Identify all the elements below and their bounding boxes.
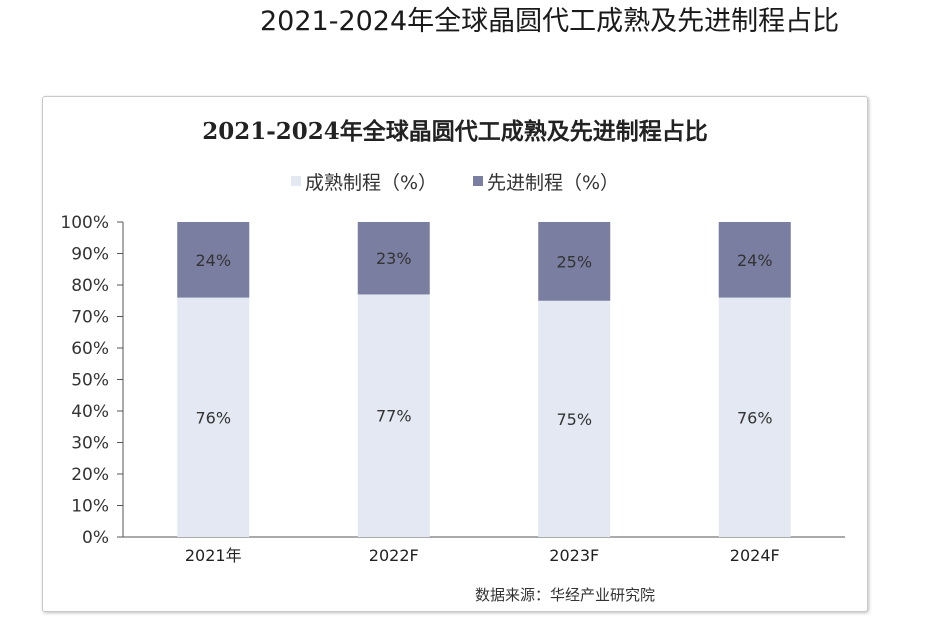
bar-advanced-3 (538, 222, 611, 301)
legend-swatch-1 (291, 176, 301, 186)
bar-mature-4 (718, 297, 791, 537)
y-tick-label: 100% (60, 213, 109, 233)
data-label: 23% (376, 249, 412, 268)
bar-advanced-2 (357, 222, 430, 295)
legend-label-1: 成熟制程（%） (305, 172, 437, 194)
bar-mature-3 (538, 300, 611, 537)
y-tick-label: 90% (71, 245, 109, 265)
legend-label-2: 先进制程（%） (487, 172, 619, 194)
x-category-label: 2023F (549, 546, 599, 565)
y-tick-label: 50% (71, 371, 109, 391)
chart-figure: 2021-2024年全球晶圆代工成熟及先进制程占比成熟制程（%） 先进制程（%） 0… (42, 96, 868, 612)
y-tick-label: 80% (71, 276, 109, 296)
data-label: 76% (195, 408, 231, 427)
x-category-label: 2022F (369, 546, 419, 565)
y-tick-label: 70% (71, 308, 109, 328)
bar-advanced-1 (177, 222, 250, 298)
data-label: 75% (556, 410, 592, 429)
y-tick-label: 0% (82, 528, 109, 548)
data-label: 77% (376, 407, 412, 426)
y-tick-label: 10% (71, 497, 109, 517)
x-category-label: 2024F (730, 546, 780, 565)
data-label: 24% (195, 251, 231, 270)
x-category-label: 2021年 (185, 546, 242, 565)
bar-mature-2 (357, 294, 430, 537)
source-note: 数据来源：华经产业研究院 (475, 586, 655, 604)
y-tick-label: 20% (71, 465, 109, 485)
y-tick-label: 40% (71, 402, 109, 422)
bar-advanced-4 (718, 222, 791, 298)
y-tick-label: 30% (71, 434, 109, 454)
chart-title: 2021-2024年全球晶圆代工成熟及先进制程占比 (202, 118, 708, 145)
data-label: 76% (737, 408, 773, 427)
page-title: 2021-2024年全球晶圆代工成熟及先进制程占比 (260, 6, 840, 37)
data-label: 24% (737, 251, 773, 270)
bar-mature-1 (177, 297, 250, 537)
legend-swatch-2 (473, 176, 483, 186)
data-label: 25% (556, 252, 592, 271)
y-tick-label: 60% (71, 339, 109, 359)
